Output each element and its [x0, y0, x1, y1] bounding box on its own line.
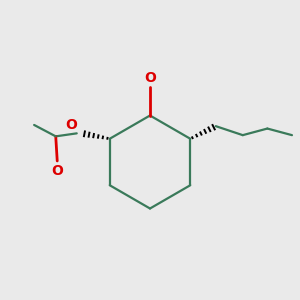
Text: O: O [51, 164, 63, 178]
Text: O: O [65, 118, 77, 131]
Text: O: O [144, 70, 156, 85]
